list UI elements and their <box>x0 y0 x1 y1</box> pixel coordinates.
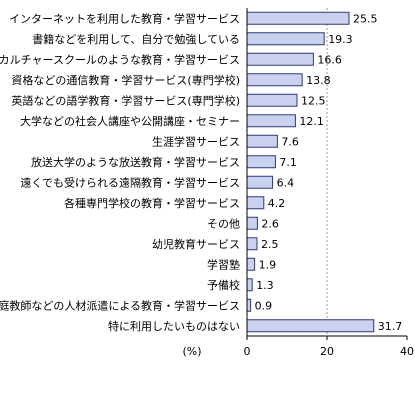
bar-2 <box>246 52 314 66</box>
bars-layer <box>246 11 375 333</box>
value-label-0: 25.5 <box>353 12 378 25</box>
bar-10 <box>246 216 258 230</box>
value-label-2: 16.6 <box>317 53 342 66</box>
category-label-2: カルチャースクールのような教育・学習サービス <box>0 52 240 66</box>
bar-8 <box>246 175 274 189</box>
bar-13 <box>246 278 253 292</box>
value-label-7: 7.1 <box>279 156 297 169</box>
value-label-1: 19.3 <box>328 33 353 46</box>
category-label-6: 生涯学習サービス <box>152 134 240 148</box>
value-label-15: 31.7 <box>378 320 403 333</box>
x-tick-label-40: 40 <box>400 345 414 358</box>
values-layer: 25.519.3 16.6 13.8 12.5 12.17.6 7.1 6.4 4.2 2.6 2… <box>255 12 403 333</box>
value-label-6: 7.6 <box>281 135 299 148</box>
category-label-15: 特に利用したいものはない <box>108 319 240 333</box>
category-label-12: 学習塾 <box>207 257 240 271</box>
bar-1 <box>246 32 325 46</box>
x-tick-label-0: 0 <box>244 345 251 358</box>
category-label-11: 幼児教育サービス <box>152 237 240 251</box>
category-label-4: 英語などの語学教育・学習サービス(専門学校) <box>11 93 240 107</box>
category-label-13: 予備校 <box>207 278 240 292</box>
category-label-10: その他 <box>207 217 240 230</box>
bar-12 <box>246 257 256 271</box>
bar-7 <box>246 155 276 169</box>
value-label-12: 1.9 <box>259 258 277 271</box>
value-label-9: 4.2 <box>268 197 286 210</box>
category-label-5: 大学などの社会人講座や公開講座・セミナー <box>20 114 240 128</box>
bar-5 <box>246 114 296 128</box>
bar-15 <box>246 319 375 333</box>
bar-9 <box>246 196 265 210</box>
value-label-5: 12.1 <box>299 115 324 128</box>
category-label-0: インターネットを利用した教育・学習サービス <box>9 11 240 25</box>
bar-0 <box>246 11 350 25</box>
category-label-9: 各種専門学校の教育・学習サービス <box>64 196 240 210</box>
value-label-13: 1.3 <box>256 279 274 292</box>
x-unit-label: (%) <box>182 345 201 358</box>
category-label-14: 家庭教師などの人材派遣による教育・学習サービス <box>0 298 240 312</box>
bar-11 <box>246 237 258 251</box>
bar-4 <box>246 93 298 107</box>
category-label-3: 資格などの通信教育・学習サービス(専門学校) <box>11 73 240 87</box>
labels-layer: インターネットを利用した教育・学習サービス書籍などを利用して、自分で勉強している… <box>0 11 240 333</box>
value-label-11: 2.5 <box>261 238 279 251</box>
x-tick-label-20: 20 <box>320 345 334 358</box>
bar-6 <box>246 134 278 148</box>
category-label-1: 書籍などを利用して、自分で勉強している <box>32 32 240 46</box>
value-label-3: 13.8 <box>306 74 331 87</box>
value-label-8: 6.4 <box>277 176 295 189</box>
category-label-7: 放送大学のような放送教育・学習サービス <box>31 155 240 169</box>
bar-14 <box>246 298 252 312</box>
ticks-layer: 0 20 40 <box>244 336 414 358</box>
bar-3 <box>246 73 303 87</box>
category-label-8: 遠くでも受けられる遠隔教育・学習サービス <box>20 175 240 189</box>
value-label-10: 2.6 <box>261 217 279 230</box>
value-label-4: 12.5 <box>301 94 326 107</box>
value-label-14: 0.9 <box>255 299 273 312</box>
